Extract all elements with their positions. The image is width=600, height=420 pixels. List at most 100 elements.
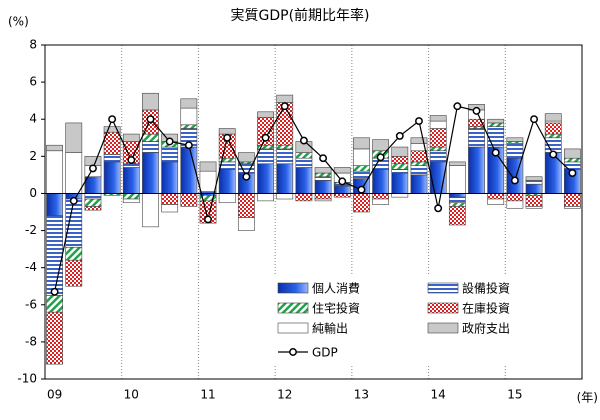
bar-segment bbox=[544, 122, 562, 135]
bar-segment bbox=[525, 206, 543, 209]
y-tick-label: -10 bbox=[17, 372, 37, 386]
bar-segment bbox=[506, 143, 524, 159]
bar-segment bbox=[353, 148, 370, 166]
bar-segment bbox=[544, 133, 562, 139]
y-tick-label: -4 bbox=[25, 260, 37, 274]
gdp-marker bbox=[127, 156, 136, 164]
bar-segment bbox=[314, 193, 332, 200]
bar-segment bbox=[353, 137, 370, 150]
bar-segment bbox=[429, 120, 447, 129]
bar-segment bbox=[257, 111, 274, 118]
y-tick-label: 2 bbox=[29, 149, 37, 163]
gdp-marker bbox=[242, 172, 251, 181]
bar-segment bbox=[487, 126, 505, 148]
bar-segment bbox=[257, 193, 274, 202]
bar-segment bbox=[544, 152, 562, 194]
gdp-marker bbox=[184, 141, 193, 150]
bar-segment bbox=[487, 193, 505, 200]
bar-segment bbox=[65, 152, 83, 194]
bar-segment bbox=[65, 198, 83, 248]
bar-segment bbox=[429, 150, 447, 163]
bar-segment bbox=[391, 156, 409, 165]
y-unit: (%) bbox=[8, 15, 29, 29]
bar-segment bbox=[142, 141, 159, 153]
y-tick-label: -8 bbox=[25, 334, 37, 348]
bar-segment bbox=[46, 295, 63, 313]
legend-box bbox=[272, 276, 572, 364]
bar-segment bbox=[525, 180, 543, 185]
bar-segment bbox=[103, 131, 121, 155]
gdp-line bbox=[54, 105, 573, 292]
bar-segment bbox=[122, 163, 140, 168]
bar-segment bbox=[468, 128, 485, 148]
gdp-marker bbox=[510, 176, 519, 185]
legend-label: 設備投資 bbox=[462, 281, 510, 296]
bar-segment bbox=[353, 165, 370, 172]
bar-segment bbox=[314, 167, 332, 174]
legend-swatch bbox=[277, 282, 309, 294]
x-tick-label: 14 bbox=[431, 388, 446, 402]
bar-segment bbox=[353, 170, 370, 179]
bar-segment bbox=[46, 215, 63, 296]
bar-segment bbox=[506, 137, 524, 142]
gdp-marker bbox=[434, 204, 443, 213]
bar-segment bbox=[142, 92, 159, 111]
bar-segment bbox=[564, 157, 581, 163]
bar-segment bbox=[410, 174, 428, 194]
plot-frame bbox=[44, 44, 583, 380]
bar-segment bbox=[314, 198, 332, 202]
gdp-marker bbox=[88, 164, 97, 173]
bar-segment bbox=[372, 193, 390, 200]
bar-segment bbox=[142, 152, 159, 194]
bar-segment bbox=[46, 150, 63, 194]
bar-segment bbox=[564, 206, 581, 209]
legend-swatch bbox=[427, 282, 459, 294]
x-tick-label: 15 bbox=[507, 388, 522, 402]
y-tick-label: -2 bbox=[25, 223, 37, 237]
bar-segment bbox=[103, 154, 121, 163]
bar-segment bbox=[161, 204, 179, 213]
gdp-marker bbox=[319, 154, 328, 163]
bar-segment bbox=[448, 206, 466, 226]
bar-segment bbox=[218, 128, 236, 135]
bar-segment bbox=[257, 148, 274, 165]
bar-segment bbox=[276, 193, 294, 200]
bar-segment bbox=[372, 198, 390, 205]
bar-segment bbox=[525, 183, 543, 194]
chart-title: 実質GDP(前期比年率) bbox=[231, 7, 370, 24]
gdp-marker bbox=[299, 136, 308, 145]
gdp-marker bbox=[69, 196, 78, 205]
bar-segment bbox=[544, 113, 562, 122]
bar-segment bbox=[122, 198, 140, 204]
bar-segment bbox=[276, 94, 294, 103]
bar-segment bbox=[257, 163, 274, 194]
bar-segment bbox=[506, 200, 524, 209]
x-tick-label: 13 bbox=[354, 388, 369, 402]
bar-segment bbox=[103, 161, 121, 194]
bar-segment bbox=[65, 246, 83, 261]
bar-segment bbox=[276, 144, 294, 150]
gdp-marker bbox=[146, 115, 155, 124]
bar-segment bbox=[448, 196, 466, 204]
bar-segment bbox=[295, 152, 313, 159]
bar-segment bbox=[391, 163, 409, 170]
bar-segment bbox=[391, 146, 409, 157]
bar-segment bbox=[391, 193, 409, 198]
bar-segment bbox=[487, 122, 505, 127]
x-tick-label: 09 bbox=[47, 388, 62, 402]
bar-segment bbox=[391, 172, 409, 194]
bar-segment bbox=[161, 161, 179, 194]
bar-segment bbox=[180, 98, 198, 109]
bar-segment bbox=[295, 157, 313, 168]
legend-label: 住宅投資 bbox=[312, 301, 360, 316]
bar-segment bbox=[142, 133, 159, 142]
bar-segment bbox=[180, 124, 198, 129]
bar-segment bbox=[84, 176, 102, 194]
x-tick-label: 11 bbox=[200, 388, 215, 402]
bar-segment bbox=[295, 193, 313, 202]
gdp-marker bbox=[50, 287, 59, 296]
gdp-marker bbox=[376, 153, 385, 162]
bar-segment bbox=[353, 193, 370, 213]
bar-segment bbox=[410, 161, 428, 166]
